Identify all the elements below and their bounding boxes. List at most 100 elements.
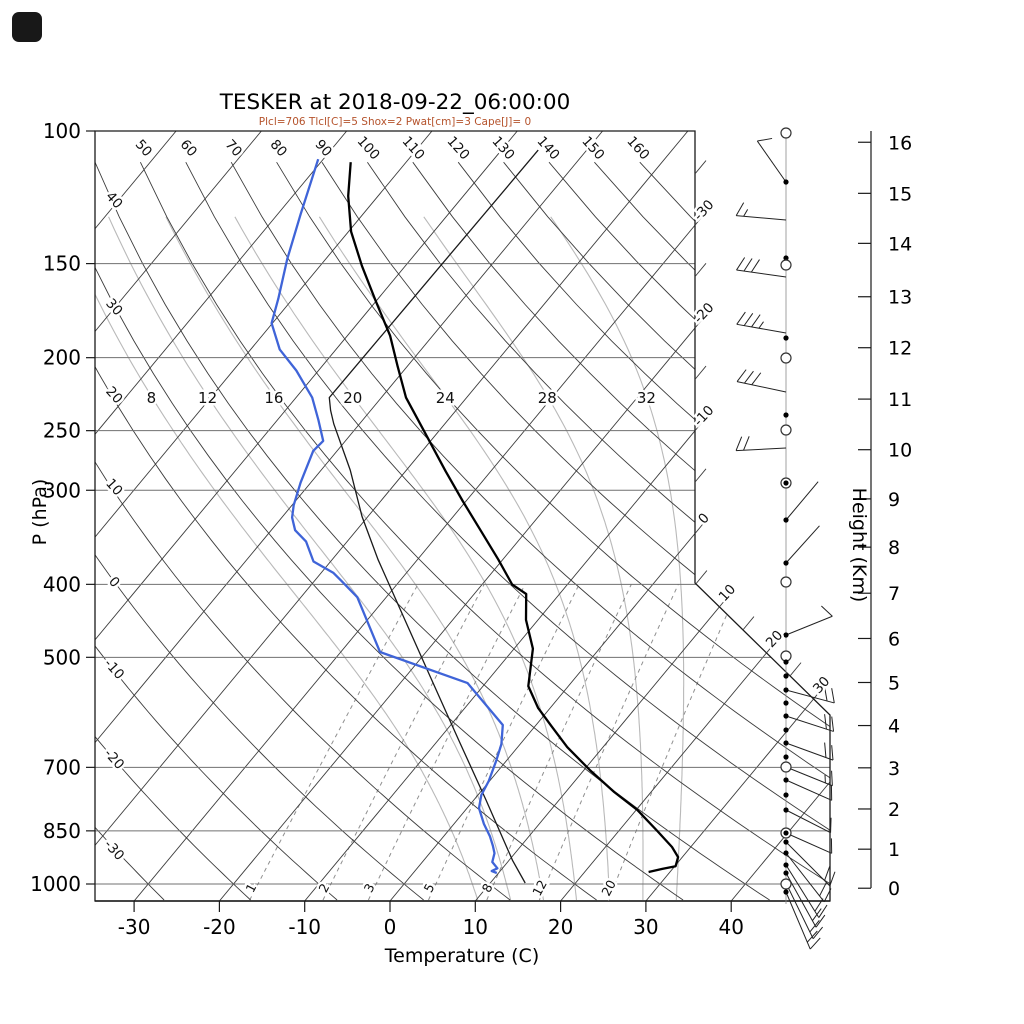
wind-barb [780, 477, 792, 489]
isotherm-label: 20 [763, 627, 786, 650]
dry-adiabat-line [276, 161, 830, 901]
barb-feather [735, 202, 745, 216]
level-dot [783, 792, 789, 798]
wind-barb [783, 255, 789, 261]
barb-staff [785, 882, 814, 939]
barb-staff [785, 832, 832, 854]
mixing-ratio-line [367, 584, 526, 901]
barb-feather [815, 914, 826, 928]
barb-feather [743, 258, 753, 272]
isotherm-line [474, 131, 830, 901]
level-dot [783, 740, 789, 746]
isotherm-tick [766, 639, 778, 654]
level-dot [783, 335, 789, 341]
isotherm-line [95, 131, 433, 901]
dry-adiabat-line [185, 161, 830, 901]
wind-barb [783, 673, 789, 679]
barb-staff [736, 381, 787, 393]
isotherm-line [95, 131, 689, 901]
barb-feather [736, 369, 747, 382]
level-dot [783, 412, 789, 418]
barb-feather [819, 882, 827, 897]
moist-adiabat-label: 32 [637, 389, 656, 407]
isotherm-line [730, 131, 830, 901]
wind-barb [783, 839, 836, 887]
level-dot [783, 727, 789, 733]
dry-adiabat-line [457, 161, 830, 901]
wind-barb [783, 727, 789, 733]
dry-adiabat-line [95, 162, 684, 901]
isotherm-tick [813, 685, 825, 700]
wind-barb [780, 878, 792, 890]
pressure-tick-label: 200 [43, 346, 81, 370]
dry-adiabat-label: -30 [101, 837, 128, 864]
dry-adiabat-line [230, 161, 830, 901]
pressure-tick-label: 250 [43, 419, 81, 443]
wind-barb [780, 352, 792, 364]
barb-feather [743, 313, 754, 326]
isotherm-tick [694, 519, 707, 534]
grid-clip-group [95, 131, 830, 901]
wind-barb [783, 713, 835, 732]
mixing-ratio-line [322, 584, 485, 901]
level-dot [783, 850, 789, 856]
dry-adiabat-label: 160 [623, 133, 652, 163]
moist-adiabat-label: 12 [198, 389, 217, 407]
level-dot [783, 632, 789, 638]
isotherm-tick [694, 468, 707, 483]
wind-barb [736, 311, 787, 334]
barb-staff [785, 525, 820, 564]
barb-staff [736, 447, 787, 452]
barb-half-feather [743, 209, 749, 217]
level-dot [783, 700, 789, 706]
wind-barb [783, 412, 789, 418]
isotherm-label: 0 [695, 510, 713, 527]
dry-adiabat-line [95, 162, 338, 901]
wind-barb [780, 827, 833, 854]
barb-feather [823, 888, 832, 903]
isotherm-tick [694, 263, 707, 277]
barb-feather [744, 370, 754, 384]
isotherm-line [95, 131, 348, 901]
wind-barb [780, 424, 792, 436]
barb-feather [821, 605, 833, 617]
barb-staff [785, 852, 825, 903]
wind-barb [783, 525, 820, 566]
level-circle [780, 424, 792, 436]
barb-staff [785, 779, 832, 801]
mixing-ratio-line [249, 584, 419, 901]
dry-adiabat-label: 110 [399, 133, 428, 163]
height-tick-label: 16 [888, 132, 912, 154]
chart-title: TESKER at 2018-09-22_06:00:00 [219, 90, 571, 115]
barb-feather [831, 716, 835, 732]
level-dot [783, 777, 789, 783]
height-tick-label: 3 [888, 758, 900, 780]
height-tick-label: 13 [888, 287, 912, 309]
mixing-ratio-line [538, 584, 679, 901]
isotherm-tick [694, 365, 707, 380]
wind-barb [783, 870, 826, 928]
moist-adiabat-line [318, 216, 611, 900]
moist-adiabat-label: 20 [343, 389, 362, 407]
barb-feather [824, 866, 831, 881]
isotherm-line [95, 131, 603, 901]
wind-barb [783, 807, 832, 834]
isotherm-line [304, 131, 830, 901]
level-dot [783, 517, 789, 523]
dry-adiabat-label: 90 [312, 137, 335, 160]
moist-adiabat-line [550, 216, 685, 901]
dry-adiabat-line [95, 162, 597, 901]
level-dot [783, 830, 789, 836]
wind-barb [783, 777, 833, 801]
temperature-tick-label: -30 [118, 915, 151, 939]
barb-staff [785, 841, 831, 887]
barb-feather [830, 817, 832, 833]
temperature-tick-label: 40 [718, 915, 743, 939]
barb-staff [736, 269, 787, 278]
height-tick-label: 7 [888, 583, 900, 605]
level-dot [783, 870, 789, 876]
barb-staff [736, 323, 787, 334]
barb-feather [831, 745, 834, 761]
isotherm-line [645, 131, 830, 901]
